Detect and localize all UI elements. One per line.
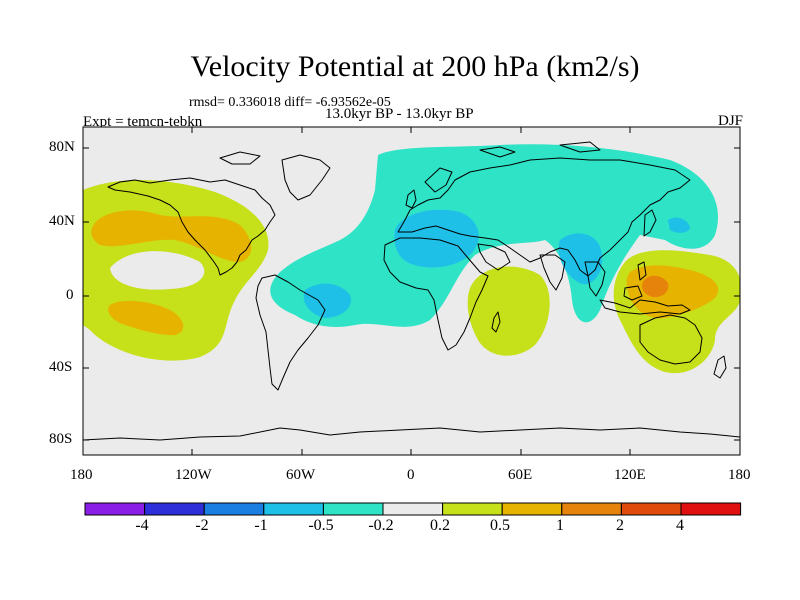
coast-scandinavia: [424, 167, 453, 193]
coast-africa: [383, 237, 489, 351]
x-tick-label: 0: [407, 467, 415, 483]
colorbar-label: -0.5: [308, 517, 334, 534]
y-tick-label: 0: [66, 287, 74, 303]
map-plot-area: [83, 127, 740, 455]
contour-nw-pacific-core: [668, 217, 690, 233]
x-tick-label: 180: [70, 467, 93, 483]
contour-eurasia-atlantic-negative: [270, 144, 718, 327]
coast-uk: [405, 189, 417, 209]
colorbar-swatch: [561, 502, 622, 516]
stats-line: rmsd= 0.336018 diff= -6.93562e-05: [189, 95, 391, 110]
contour-north-pacific-hole: [110, 251, 205, 290]
colorbar-swatch: [263, 502, 324, 516]
contour-africa-indian-core: [394, 209, 479, 268]
colorbar-label: -1: [254, 517, 268, 534]
experiment-label: Expt = temcn-tebkn: [83, 114, 203, 130]
coast-new-zealand: [713, 355, 727, 379]
x-tick-label: 120E: [614, 467, 646, 483]
colorbar: [84, 502, 742, 516]
contour-indian-core: [558, 233, 603, 285]
contour-atlantic-core: [303, 283, 351, 318]
colorbar-swatch: [680, 502, 742, 516]
colorbar-swatch: [501, 502, 563, 516]
coast-philippines: [637, 261, 647, 281]
contour-south-pacific-core: [108, 300, 184, 336]
colorbar-label: -0.2: [368, 517, 394, 534]
coast-madagascar: [491, 311, 501, 333]
colorbar-swatch: [203, 502, 265, 516]
colorbar-label: 4: [676, 517, 684, 534]
coast-japan: [643, 209, 657, 237]
y-tick-marks: [83, 147, 740, 441]
coast-eurasia: [397, 157, 691, 277]
period-label: 13.0kyr BP - 13.0kyr BP: [325, 106, 474, 122]
colorbar-label: 1: [556, 517, 564, 534]
x-tick-label: 60W: [286, 467, 316, 483]
y-tick-label: 80N: [49, 139, 75, 155]
colorbar-label: 0.5: [490, 517, 510, 534]
coast-indonesia: [599, 299, 691, 315]
colorbar-label: -2: [195, 517, 209, 534]
coast-australia: [639, 314, 703, 365]
colorbar-label: 0.2: [430, 517, 450, 534]
colorbar-swatch: [620, 502, 682, 516]
coast-north-america: [107, 177, 276, 276]
colorbar-label: 2: [616, 517, 624, 534]
colorbar-swatch: [382, 502, 444, 516]
coast-arabia: [477, 243, 511, 271]
coastlines: [83, 141, 740, 441]
coast-indochina: [584, 261, 606, 297]
contour-maritime-continent-core: [642, 275, 669, 298]
colorbar-swatch: [84, 502, 146, 516]
coast-arctic-islands: [219, 141, 601, 165]
contour-southern-africa-positive: [467, 266, 550, 356]
coast-greenland: [281, 154, 331, 201]
y-tick-label: 40S: [49, 359, 73, 375]
y-tick-label: 40N: [49, 213, 75, 229]
colorbar-swatch: [144, 502, 205, 516]
coast-borneo: [623, 285, 643, 301]
coast-india: [539, 254, 566, 291]
x-tick-label: 60E: [508, 467, 533, 483]
contour-north-pacific-core: [91, 210, 252, 262]
colorbar-swatch: [442, 502, 503, 516]
colorbar-swatch: [322, 502, 384, 516]
x-tick-marks: [82, 127, 741, 455]
map-title: Velocity Potential at 200 hPa (km2/s): [190, 50, 640, 83]
coast-south-america: [255, 274, 326, 391]
coast-antarctica: [83, 427, 740, 441]
x-tick-label: 180: [728, 467, 751, 483]
y-tick-label: 80S: [49, 431, 73, 447]
season-label: DJF: [717, 113, 743, 129]
x-tick-label: 120W: [175, 467, 212, 483]
colorbar-label: -4: [135, 517, 149, 534]
